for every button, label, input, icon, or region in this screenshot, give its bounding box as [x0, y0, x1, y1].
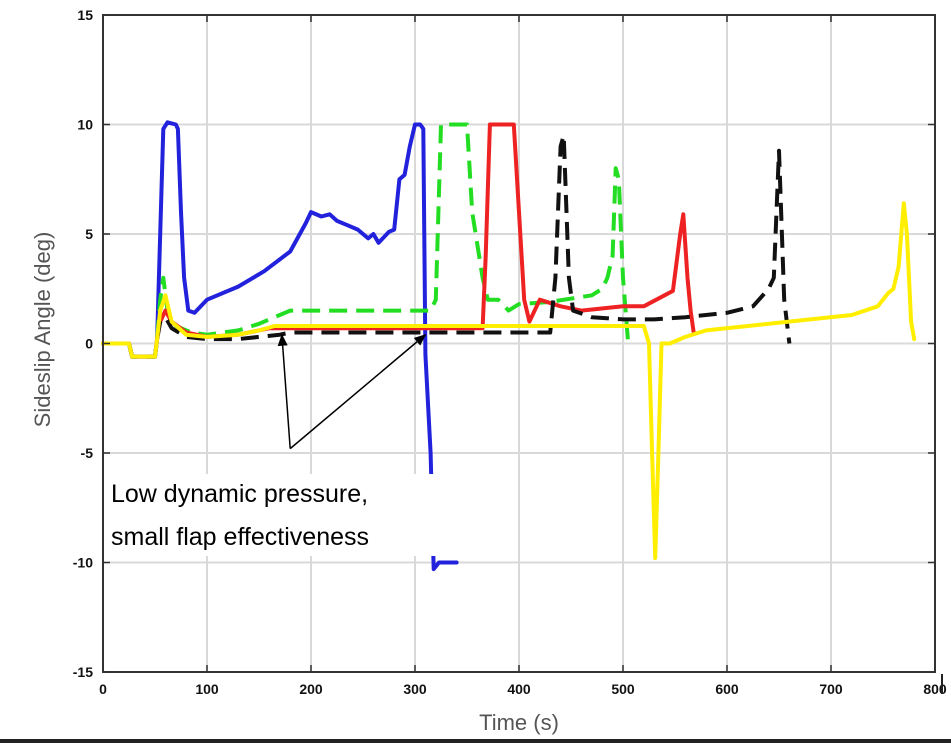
y-tick-label: 15 — [77, 7, 93, 23]
annotation-arrow — [277, 333, 291, 449]
annotation-arrow — [289, 334, 427, 450]
series-line-5 — [101, 201, 917, 561]
x-axis-title: Time (s) — [479, 710, 559, 735]
y-tick-label: -10 — [73, 555, 93, 571]
x-tick-label: 800 — [923, 681, 947, 697]
x-tick-label: 100 — [195, 681, 219, 697]
x-tick-label: 400 — [507, 681, 531, 697]
series-line-3 — [101, 122, 696, 359]
grid — [103, 15, 935, 672]
bottom-border — [0, 739, 951, 743]
y-tick-label: 0 — [85, 336, 93, 352]
y-tick-label: 10 — [77, 117, 93, 133]
y-axis-title: Sideslip Angle (deg) — [30, 232, 55, 428]
y-tick-label: -5 — [81, 445, 94, 461]
annotation-text-line-1: Low dynamic pressure, — [111, 480, 368, 508]
x-tick-label: 200 — [299, 681, 323, 697]
annotation-background — [106, 474, 466, 556]
right-border-stub — [941, 674, 943, 694]
series-line-1 — [101, 120, 459, 572]
y-tick-label: -15 — [73, 664, 93, 680]
x-tick-label: 600 — [715, 681, 739, 697]
x-tick-label: 0 — [99, 681, 107, 697]
series-line-2 — [103, 122, 631, 359]
x-tick-label: 300 — [403, 681, 427, 697]
axis-ticks: 0 100 200 300 400 500 600 700 800 -15 -10 -5 0 5 10 15 — [73, 7, 947, 697]
annotation-text-line-2: small flap effectiveness — [111, 523, 369, 551]
annotation: Low dynamic pressure, small flap effecti… — [106, 333, 466, 556]
x-tick-label: 700 — [819, 681, 843, 697]
x-tick-label: 500 — [611, 681, 635, 697]
y-tick-label: 5 — [85, 226, 93, 242]
series-layer — [101, 120, 917, 572]
